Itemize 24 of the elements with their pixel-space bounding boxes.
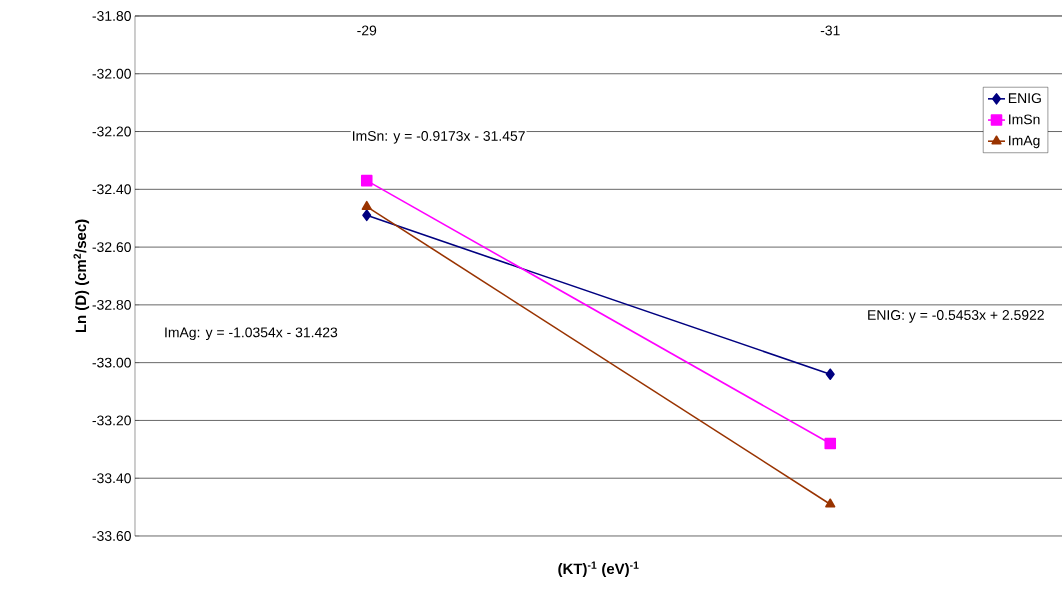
y-tick-label: -32.40 <box>92 184 131 195</box>
y-tick-label: -32.60 <box>92 242 131 253</box>
y-tick-label: -31.80 <box>92 11 131 21</box>
x-axis-title: (KT)$^{-1}$ (eV)$^{-1}$ <box>558 561 639 577</box>
y-axis-title: Ln (D) (cm$^{2}$/sec) <box>73 219 90 333</box>
y-tick-label: -32.80 <box>92 299 131 310</box>
y-tick-label: -32.00 <box>92 68 131 79</box>
point <box>360 174 373 187</box>
point <box>824 437 837 450</box>
legend-label: ENIG <box>1008 93 1041 104</box>
y-tick-label: -33.20 <box>92 415 131 426</box>
x-tick-label: -31 <box>820 25 840 36</box>
y-tick-label: -33.40 <box>92 473 131 484</box>
annotation: ImSn: y = -0.9173x - 31.457 <box>353 130 525 144</box>
legend-label: ImSn <box>1009 114 1040 125</box>
point <box>362 209 372 222</box>
annotation: ENIG: y = -0.5453x + 2.5922 <box>868 310 1044 323</box>
point <box>825 368 835 380</box>
legend-label: ImAg <box>1009 135 1040 149</box>
annotation: ImAg: y = -1.0354x - 31.423 <box>165 327 338 341</box>
y-tick-label: -33.60 <box>92 531 131 541</box>
x-tick-label: -29 <box>357 25 377 36</box>
y-tick-label: -33.00 <box>92 357 131 368</box>
y-tick-label: -32.20 <box>92 126 131 137</box>
